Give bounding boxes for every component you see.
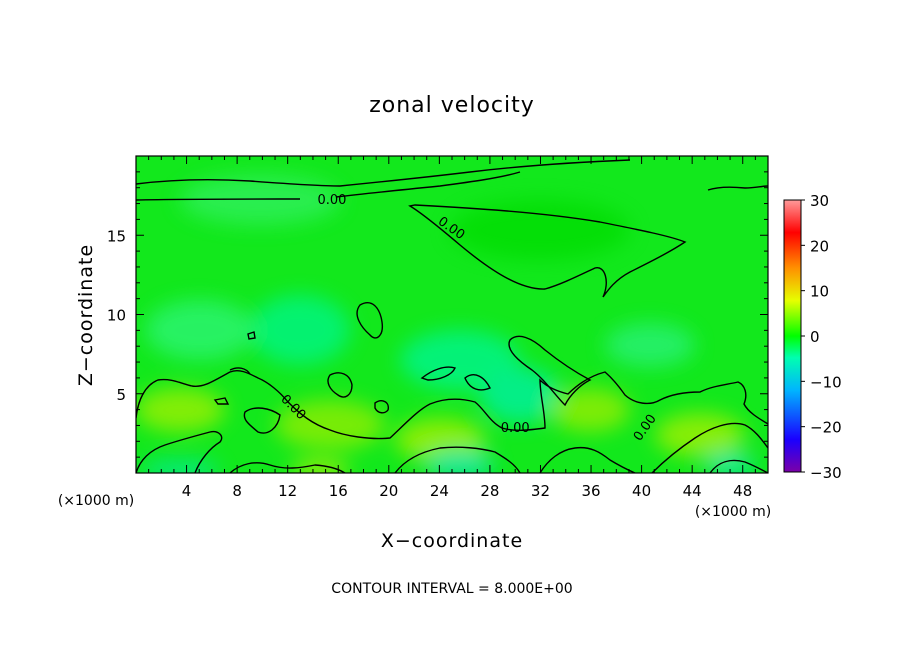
contour-line: [136, 198, 300, 201]
contour-line: [651, 422, 768, 473]
y-tick-label: 5: [116, 386, 126, 404]
x-unit-left: (×1000 m): [58, 493, 134, 509]
x-tick-label: 44: [683, 482, 702, 500]
field-patch: [290, 462, 350, 473]
colorbar-tick-label: −20: [810, 419, 842, 437]
field-patch: [140, 460, 220, 473]
field-patch: [395, 418, 485, 462]
contour-line: [136, 159, 631, 187]
field-patch: [145, 300, 255, 360]
x-tick-label: 24: [430, 482, 449, 500]
contour-line: [356, 302, 384, 339]
contour-label: 0.00: [317, 193, 346, 208]
x-tick-label: 20: [379, 482, 398, 500]
field-patch: [605, 323, 695, 367]
y-tick-label: 15: [107, 227, 126, 245]
colorbar-ticks: 30 20 10 0 −10 −20 −30: [801, 192, 842, 482]
x-tick-label: 12: [278, 482, 297, 500]
x-tick-label: 36: [581, 482, 600, 500]
x-tick-label: 28: [480, 482, 499, 500]
colorbar-tick-label: −30: [810, 464, 842, 482]
field-patch: [180, 175, 340, 225]
contour-line: [464, 374, 491, 391]
contour-line: [247, 331, 256, 340]
contour-line: [229, 367, 251, 375]
y-tick-label: 10: [107, 307, 126, 325]
contour-line: [408, 204, 687, 298]
y-tick-labels: 5 10 15: [107, 227, 126, 404]
y-axis-label: Z−coordinate: [75, 244, 97, 386]
colorbar-tick-label: 20: [810, 237, 829, 255]
contour-line: [420, 366, 456, 381]
x-tick-label: 8: [232, 482, 242, 500]
x-tick-label: 32: [531, 482, 550, 500]
contour-label: 0.00: [501, 421, 530, 436]
field-patch: [480, 367, 560, 423]
x-axis-label: X−coordinate: [381, 530, 523, 552]
contour-line: [374, 400, 389, 414]
x-unit-right: (×1000 m): [695, 504, 771, 520]
heatmap-field: 0.000.000.000.00 0.00: [136, 156, 768, 473]
contour-line: [539, 446, 636, 473]
contour-line: [136, 369, 768, 440]
contour-line: [335, 171, 521, 198]
contour-line: [508, 335, 592, 407]
contour-line: [707, 185, 768, 191]
contour-line: [213, 397, 230, 405]
colorbar-tick-label: −10: [810, 373, 842, 391]
contour-line: [243, 407, 281, 434]
field-patch: [136, 388, 225, 432]
contour-lines: [136, 159, 768, 473]
x-tick-label: 4: [182, 482, 192, 500]
contour-line: [327, 372, 353, 398]
colorbar-tick-label: 30: [810, 192, 829, 210]
x-tick-label: 16: [329, 482, 348, 500]
colorbar-tick-label: 0: [810, 328, 820, 346]
contour-interval-note: CONTOUR INTERVAL = 8.000E+00: [331, 581, 572, 597]
colorbar: [783, 199, 802, 473]
x-tick-labels: 4 8 12 16 20 24 28 32 36 40 44 48: [182, 482, 752, 500]
field-patch: [550, 388, 630, 432]
x-tick-label: 48: [733, 482, 752, 500]
x-tick-label: 40: [632, 482, 651, 500]
field-patch: [450, 200, 630, 260]
field-patch: [425, 451, 495, 473]
field-patch: [400, 330, 520, 390]
contour-line: [229, 462, 346, 473]
colorbar-tick-label: 10: [810, 283, 829, 301]
contour-line: [136, 430, 223, 473]
contour-line: [394, 446, 521, 473]
field-patch: [250, 295, 350, 365]
axis-ticks: [136, 156, 768, 473]
chart-title: zonal velocity: [369, 93, 535, 118]
contour-line: [709, 459, 768, 473]
